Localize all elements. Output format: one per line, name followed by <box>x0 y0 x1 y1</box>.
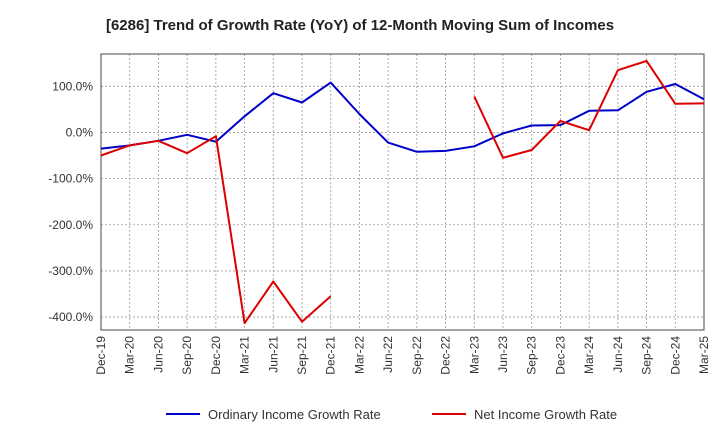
chart-title: [6286] Trend of Growth Rate (YoY) of 12-… <box>106 17 614 34</box>
y-tick-label: -200.0% <box>48 218 93 232</box>
legend-label-1: Net Income Growth Rate <box>474 407 617 422</box>
x-tick-label: Mar-20 <box>123 336 137 374</box>
x-tick-label: Sep-24 <box>640 336 654 375</box>
series-line-1 <box>100 59 705 325</box>
y-tick-label: -400.0% <box>48 310 93 324</box>
x-tick-label: Jun-24 <box>611 336 625 373</box>
y-axis-labels: 100.0% 0.0% -100.0% -200.0% -300.0% -400.0% <box>48 79 93 324</box>
x-tick-label: Mar-25 <box>697 336 711 374</box>
x-tick-label: Jun-22 <box>381 336 395 373</box>
x-tick-label: Sep-22 <box>410 336 424 375</box>
x-tick-label: Sep-21 <box>295 336 309 375</box>
legend-label-0: Ordinary Income Growth Rate <box>208 407 381 422</box>
x-tick-label: Dec-21 <box>324 336 338 375</box>
legend: Ordinary Income Growth Rate Net Income Gr… <box>166 407 617 422</box>
x-tick-label: Jun-23 <box>496 336 510 373</box>
series-group <box>100 59 705 325</box>
x-tick-label: Mar-23 <box>467 336 481 374</box>
y-tick-label: -100.0% <box>48 172 93 186</box>
x-tick-label: Dec-23 <box>553 336 567 375</box>
y-tick-label: -300.0% <box>48 264 93 278</box>
x-tick-label: Mar-22 <box>352 336 366 374</box>
x-tick-label: Jun-21 <box>266 336 280 373</box>
x-tick-label: Dec-19 <box>94 336 108 375</box>
series-line-0 <box>100 81 705 153</box>
x-tick-label: Dec-22 <box>439 336 453 375</box>
x-axis-labels: Dec-19 Mar-20 Jun-20 Sep-20 Dec-20 Mar-21 Jun-… <box>94 336 711 375</box>
x-tick-label: Mar-21 <box>238 336 252 374</box>
y-tick-label: 100.0% <box>52 79 93 93</box>
plot-area-border <box>100 53 705 331</box>
x-tick-label: Sep-20 <box>180 336 194 375</box>
x-tick-label: Mar-24 <box>582 336 596 374</box>
x-tick-label: Sep-23 <box>525 336 539 375</box>
x-tick-label: Dec-20 <box>209 336 223 375</box>
grid <box>100 54 705 330</box>
x-tick-label: Jun-20 <box>151 336 165 373</box>
y-tick-label: 0.0% <box>66 125 94 139</box>
x-tick-label: Dec-24 <box>668 336 682 375</box>
